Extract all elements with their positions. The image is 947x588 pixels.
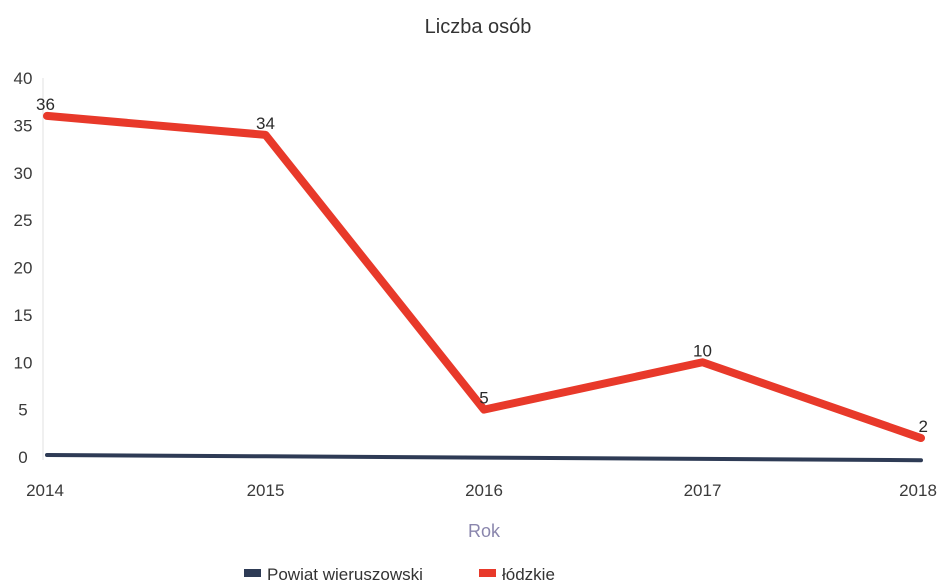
y-tick-label: 30 [14, 164, 33, 183]
data-labels: 36 34 5 10 2 [36, 95, 928, 436]
series-line-1 [43, 111, 925, 443]
series-line-0 [45, 453, 923, 463]
y-tick-label: 25 [14, 211, 33, 230]
legend-label: łódzkie [502, 565, 555, 584]
x-tick-label: 2017 [684, 481, 722, 500]
y-tick-label: 15 [14, 306, 33, 325]
y-axis: 0 5 10 15 20 25 30 35 40 [14, 69, 33, 467]
x-tick-label: 2018 [899, 481, 937, 500]
legend-label: Powiat wieruszowski [267, 565, 423, 584]
x-axis-title: Rok [468, 521, 501, 541]
y-tick-label: 20 [14, 259, 33, 278]
chart-title: Liczba osób [425, 16, 532, 38]
legend: Powiat wieruszowski łódzkie [244, 565, 555, 584]
data-label: 34 [256, 114, 275, 133]
data-label: 36 [36, 95, 55, 114]
y-tick-label: 10 [14, 353, 33, 372]
x-tick-label: 2014 [26, 481, 64, 500]
y-tick-label: 40 [14, 69, 33, 88]
x-tick-label: 2016 [465, 481, 503, 500]
y-tick-label: 35 [14, 116, 33, 135]
data-label: 5 [479, 389, 488, 408]
legend-swatch [244, 569, 261, 577]
y-tick-label: 0 [18, 448, 27, 467]
data-label: 2 [919, 417, 928, 436]
data-label: 10 [693, 341, 712, 360]
series-layer [43, 111, 925, 463]
legend-swatch [479, 569, 496, 577]
x-tick-label: 2015 [247, 481, 285, 500]
x-axis: 2014 2015 2016 2017 2018 [26, 481, 937, 500]
y-tick-label: 5 [18, 401, 27, 420]
